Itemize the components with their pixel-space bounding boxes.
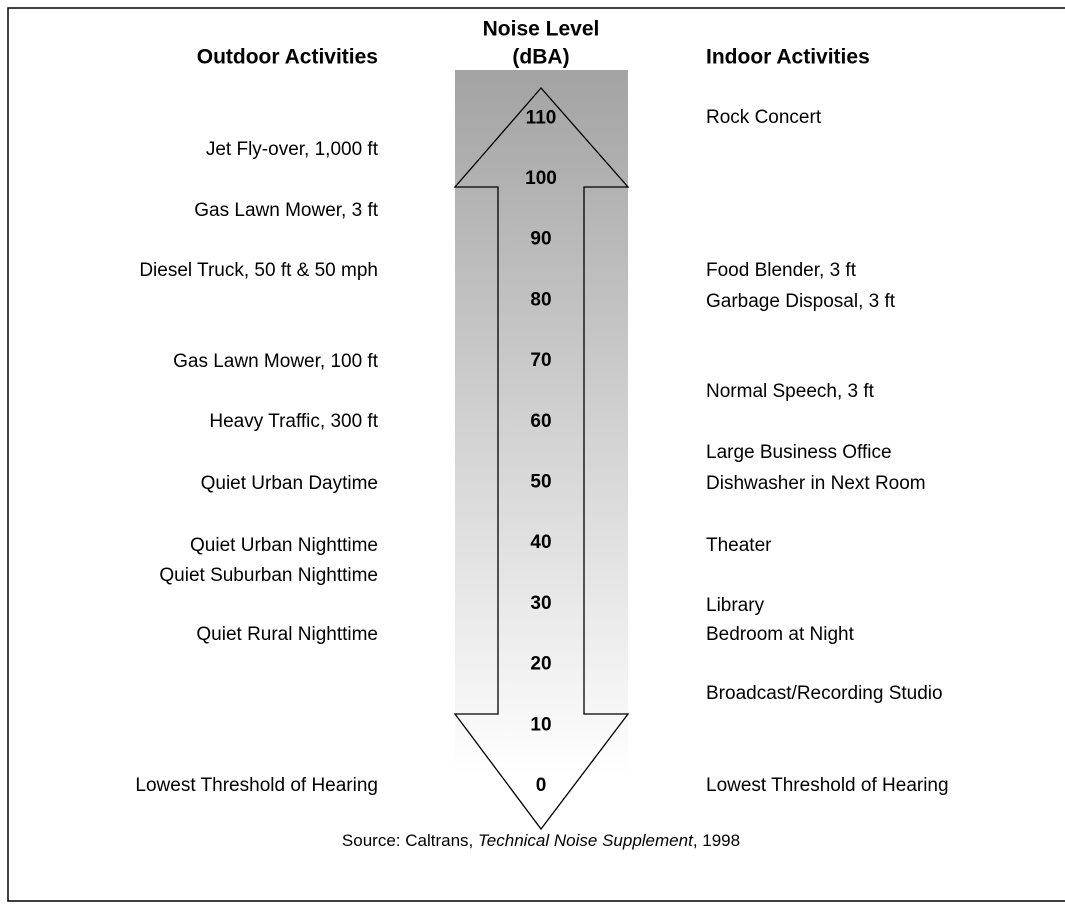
outdoor-activity: Lowest Threshold of Hearing: [135, 775, 378, 796]
source-prefix: Source: Caltrans,: [342, 831, 478, 850]
source: Source: Caltrans, Technical Noise Supple…: [342, 831, 740, 850]
outdoor-activity: Quiet Suburban Nighttime: [159, 565, 378, 586]
outdoor-activity: Heavy Traffic, 300 ft: [209, 411, 378, 432]
frame: [7, 7, 1065, 902]
indoor-activity: Normal Speech, 3 ft: [706, 381, 875, 402]
indoor-header: Indoor Activities: [706, 46, 870, 69]
level-label: 0: [536, 775, 547, 796]
indoor-activity: Dishwasher in Next Room: [706, 473, 926, 494]
source-suffix: , 1998: [693, 831, 740, 850]
source-title: Technical Noise Supplement: [478, 831, 694, 850]
indoor-activity: Theater: [706, 535, 772, 556]
indoor-activity: Large Business Office: [706, 442, 892, 463]
outdoor-activity: Gas Lawn Mower, 100 ft: [173, 351, 379, 372]
outdoor-activity: Quiet Urban Daytime: [201, 473, 378, 494]
outdoor-header: Outdoor Activities: [197, 46, 378, 69]
outdoor-activity: Jet Fly-over, 1,000 ft: [206, 139, 379, 160]
level-label: 60: [530, 411, 551, 432]
level-label: 90: [530, 229, 551, 250]
indoor-activity: Garbage Disposal, 3 ft: [706, 291, 896, 312]
outdoor-activity: Quiet Rural Nighttime: [196, 624, 378, 645]
outdoor-activity: Gas Lawn Mower, 3 ft: [194, 200, 378, 221]
indoor-activity: Lowest Threshold of Hearing: [706, 775, 949, 796]
level-label: 50: [530, 472, 551, 493]
level-label: 110: [526, 107, 557, 128]
indoor-activity: Broadcast/Recording Studio: [706, 683, 943, 704]
level-header: (dBA): [512, 46, 569, 69]
level-label: 70: [530, 350, 551, 371]
level-label: 80: [530, 289, 551, 310]
indoor-activity: Food Blender, 3 ft: [706, 260, 857, 281]
outdoor-activity: Quiet Urban Nighttime: [190, 535, 378, 556]
double-arrow: [453, 87, 630, 831]
outdoor-activity: Diesel Truck, 50 ft & 50 mph: [139, 260, 378, 281]
level-label: 40: [530, 532, 551, 553]
level-label: 10: [530, 714, 551, 735]
level-label: 100: [525, 168, 557, 189]
level-label: 20: [530, 654, 551, 675]
indoor-activity: Library: [706, 595, 765, 616]
indoor-activity: Bedroom at Night: [706, 624, 855, 645]
level-label: 30: [530, 593, 551, 614]
indoor-activity: Rock Concert: [706, 107, 822, 128]
level-header: Noise Level: [483, 18, 600, 41]
